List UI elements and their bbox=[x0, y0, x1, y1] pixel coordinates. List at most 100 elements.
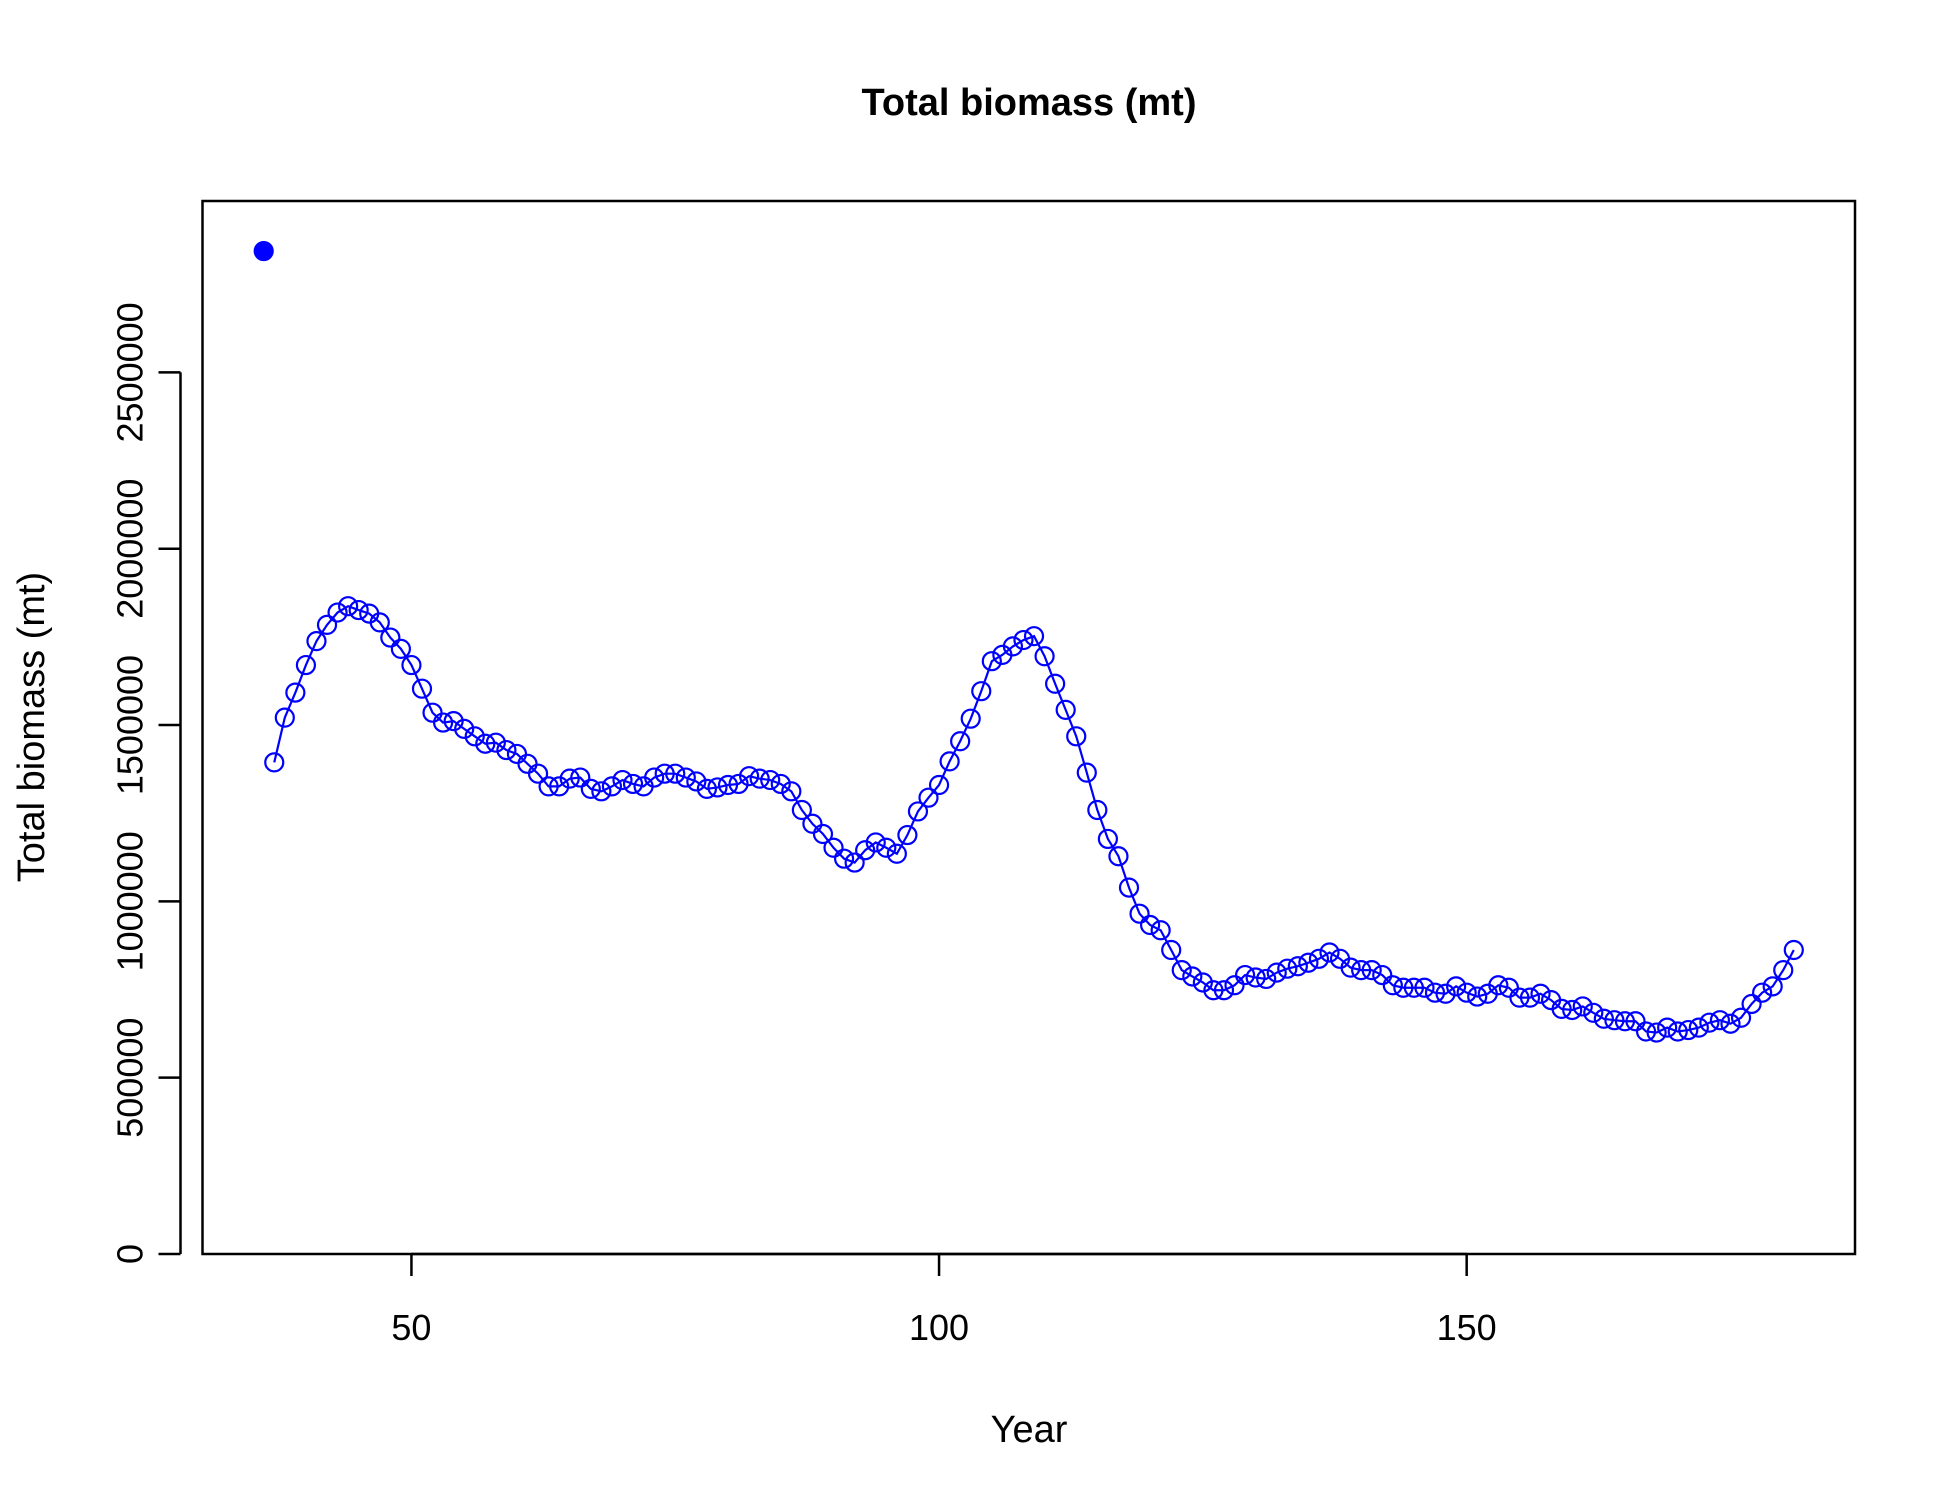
data-point bbox=[485, 732, 506, 753]
x-axis-label: Year bbox=[991, 1409, 1068, 1451]
data-point bbox=[432, 712, 454, 733]
data-point bbox=[264, 752, 285, 773]
data-point bbox=[1140, 914, 1161, 936]
data-point bbox=[527, 763, 549, 784]
data-point bbox=[1066, 726, 1087, 747]
data-point bbox=[1150, 920, 1171, 941]
data-point bbox=[1087, 799, 1108, 821]
data-point bbox=[601, 776, 623, 797]
data-point bbox=[454, 718, 475, 740]
data-point bbox=[1667, 1021, 1688, 1042]
data-point bbox=[1762, 976, 1783, 997]
data-point bbox=[1752, 982, 1773, 1003]
data-point bbox=[1266, 962, 1287, 983]
data-point bbox=[644, 767, 665, 788]
data-point bbox=[1678, 1019, 1699, 1041]
data-point bbox=[591, 781, 612, 802]
data-point bbox=[1773, 960, 1794, 981]
data-point bbox=[327, 602, 348, 623]
x-tick-label: 150 bbox=[1437, 1307, 1497, 1348]
data-point bbox=[833, 848, 855, 869]
data-point bbox=[1488, 975, 1509, 996]
data-point bbox=[897, 824, 918, 846]
data-point bbox=[274, 707, 295, 728]
y-tick-label: 2500000 bbox=[110, 302, 151, 442]
data-point bbox=[886, 843, 907, 864]
data-point bbox=[1688, 1017, 1709, 1038]
data-point bbox=[1593, 1008, 1614, 1029]
data-point bbox=[570, 767, 591, 788]
data-point bbox=[306, 631, 327, 652]
data-point bbox=[739, 766, 760, 787]
data-point bbox=[802, 813, 823, 834]
data-point bbox=[665, 763, 686, 784]
data-point bbox=[549, 776, 570, 797]
data-point bbox=[971, 681, 992, 702]
data-point bbox=[1351, 960, 1372, 981]
data-point bbox=[1414, 977, 1435, 998]
data-point bbox=[1456, 982, 1477, 1003]
series-line bbox=[273, 604, 1795, 1034]
data-point bbox=[285, 682, 306, 703]
data-point bbox=[1045, 673, 1066, 694]
data-point bbox=[1604, 1010, 1625, 1031]
data-point bbox=[1583, 1002, 1604, 1023]
data-point bbox=[1023, 626, 1045, 647]
x-tick-label: 100 bbox=[909, 1307, 969, 1348]
data-point bbox=[1224, 975, 1245, 996]
data-point bbox=[1319, 942, 1340, 963]
data-point bbox=[1171, 960, 1192, 981]
data-point bbox=[1446, 976, 1467, 997]
data-point bbox=[781, 781, 802, 802]
data-point bbox=[612, 769, 633, 791]
data-point bbox=[654, 763, 675, 784]
data-point bbox=[1129, 903, 1150, 924]
data-point bbox=[316, 614, 338, 635]
data-point bbox=[1709, 1010, 1731, 1031]
data-point bbox=[696, 778, 718, 799]
y-axis-label: Total biomass (mt) bbox=[11, 572, 53, 882]
data-point bbox=[728, 773, 749, 795]
data-point bbox=[918, 787, 939, 808]
data-point bbox=[1287, 956, 1308, 977]
data-point bbox=[380, 627, 401, 648]
data-point bbox=[1372, 964, 1393, 986]
data-point bbox=[1055, 699, 1076, 720]
data-point bbox=[1562, 999, 1583, 1021]
data-point bbox=[1741, 993, 1762, 1015]
chart-title: Total biomass (mt) bbox=[862, 82, 1197, 124]
data-point bbox=[1118, 877, 1140, 898]
data-point bbox=[844, 852, 865, 873]
data-point bbox=[950, 731, 971, 752]
data-point bbox=[1519, 987, 1541, 1008]
data-point bbox=[1720, 1013, 1741, 1034]
data-point bbox=[1298, 952, 1319, 973]
data-point bbox=[1308, 948, 1330, 969]
data-point bbox=[464, 726, 485, 747]
data-point bbox=[981, 651, 1002, 672]
data-point bbox=[401, 654, 422, 676]
data-point bbox=[1551, 998, 1572, 1020]
y-tick-label: 2000000 bbox=[110, 479, 151, 619]
data-point bbox=[1393, 977, 1414, 998]
data-point bbox=[1509, 987, 1530, 1008]
y-tick-label: 1500000 bbox=[110, 655, 151, 795]
data-point bbox=[928, 774, 950, 796]
data-point bbox=[1403, 977, 1425, 998]
data-point bbox=[812, 823, 834, 845]
data-point bbox=[1699, 1012, 1720, 1033]
data-point bbox=[1203, 980, 1224, 1001]
data-point bbox=[538, 776, 559, 797]
data-point bbox=[1625, 1011, 1646, 1032]
data-point bbox=[1213, 980, 1235, 1001]
data-point bbox=[559, 768, 580, 789]
data-point bbox=[791, 799, 812, 821]
data-point bbox=[717, 774, 739, 796]
data-point bbox=[1435, 983, 1456, 1004]
data-point bbox=[338, 596, 359, 617]
data-point bbox=[1783, 939, 1804, 961]
data-point bbox=[1382, 975, 1403, 996]
y-tick-label: 500000 bbox=[110, 1018, 151, 1138]
